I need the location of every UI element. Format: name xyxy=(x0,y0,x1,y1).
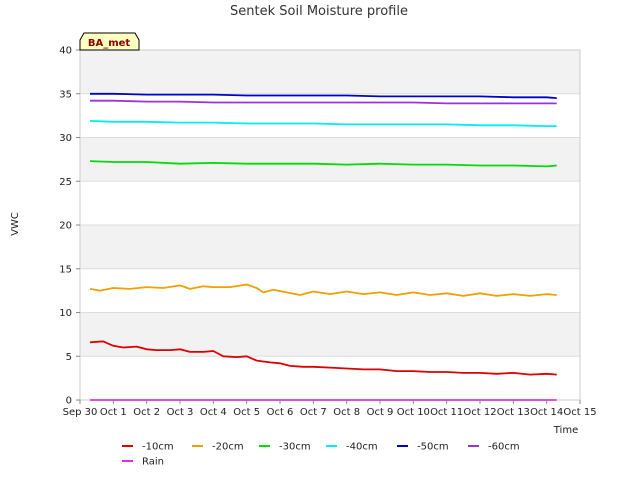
site-label-badge: BA_met xyxy=(79,32,140,51)
series-line xyxy=(89,120,557,127)
plot-band xyxy=(80,181,580,225)
series-line xyxy=(90,99,557,105)
x-tick-label: Oct 7 xyxy=(300,407,327,418)
series-line xyxy=(89,340,557,376)
y-tick-label: 20 xyxy=(59,221,72,232)
y-tick-label: 35 xyxy=(59,89,72,100)
plot-band xyxy=(80,93,580,138)
x-axis-ticks: Sep 30 Oct 1 Oct 2 Oct 3 Oct 4 Oct 5 Oct 6 Oct … xyxy=(63,400,597,418)
series-line xyxy=(89,160,557,168)
site-label: BA_met xyxy=(88,38,131,49)
plot-band xyxy=(80,312,580,357)
x-tick-label: Oct 14 xyxy=(530,407,563,418)
y-axis-ticks: 0 5 10 15 20 25 30 35 40 xyxy=(59,46,80,407)
plot-band xyxy=(80,137,580,182)
y-axis-label: VWC xyxy=(10,212,21,236)
x-tick-label: Oct 3 xyxy=(167,407,194,418)
legend-label: -40cm xyxy=(346,442,378,453)
legend-label: -60cm xyxy=(488,442,520,453)
y-tick-label: 15 xyxy=(59,264,72,275)
y-tick-label: 40 xyxy=(59,46,72,57)
y-tick-label: 10 xyxy=(59,308,72,319)
series-line xyxy=(90,92,557,99)
legend-label: -10cm xyxy=(142,442,174,453)
plot-band xyxy=(80,225,580,269)
chart-title: Sentek Soil Moisture profile xyxy=(230,4,408,19)
legend-label: Rain xyxy=(142,457,164,468)
x-tick-label: Oct 9 xyxy=(367,407,394,418)
x-tick-label: Oct 4 xyxy=(200,407,227,418)
plot-bands xyxy=(80,49,580,401)
legend: -10cm -20cm -30cm -40cm -50cm -60cm Rain xyxy=(122,442,520,468)
y-tick-label: 30 xyxy=(59,133,72,144)
series-line xyxy=(89,283,557,297)
plot-band xyxy=(80,50,580,94)
legend-label: -20cm xyxy=(212,442,244,453)
x-tick-label: Oct 6 xyxy=(267,407,294,418)
x-tick-label: Oct 12 xyxy=(463,407,496,418)
x-tick-label: Oct 5 xyxy=(233,407,260,418)
y-tick-label: 5 xyxy=(66,352,72,363)
x-tick-label: Sep 30 xyxy=(63,407,98,418)
plot-band xyxy=(80,356,580,400)
legend-label: -30cm xyxy=(279,442,311,453)
series-lines xyxy=(89,92,557,401)
y-tick-label: 25 xyxy=(59,177,72,188)
y-tick-label: 0 xyxy=(66,396,72,407)
x-tick-label: Oct 13 xyxy=(497,407,530,418)
x-tick-label: Oct 15 xyxy=(563,407,596,418)
legend-label: -50cm xyxy=(417,442,449,453)
x-tick-label: Oct 2 xyxy=(133,407,160,418)
x-tick-label: Oct 8 xyxy=(333,407,360,418)
plot-band xyxy=(80,268,580,313)
site-label-box xyxy=(79,32,140,51)
x-tick-label: Oct 11 xyxy=(430,407,463,418)
x-tick-label: Oct 10 xyxy=(397,407,430,418)
x-tick-label: Oct 1 xyxy=(100,407,127,418)
x-axis-label: Time xyxy=(553,425,578,436)
